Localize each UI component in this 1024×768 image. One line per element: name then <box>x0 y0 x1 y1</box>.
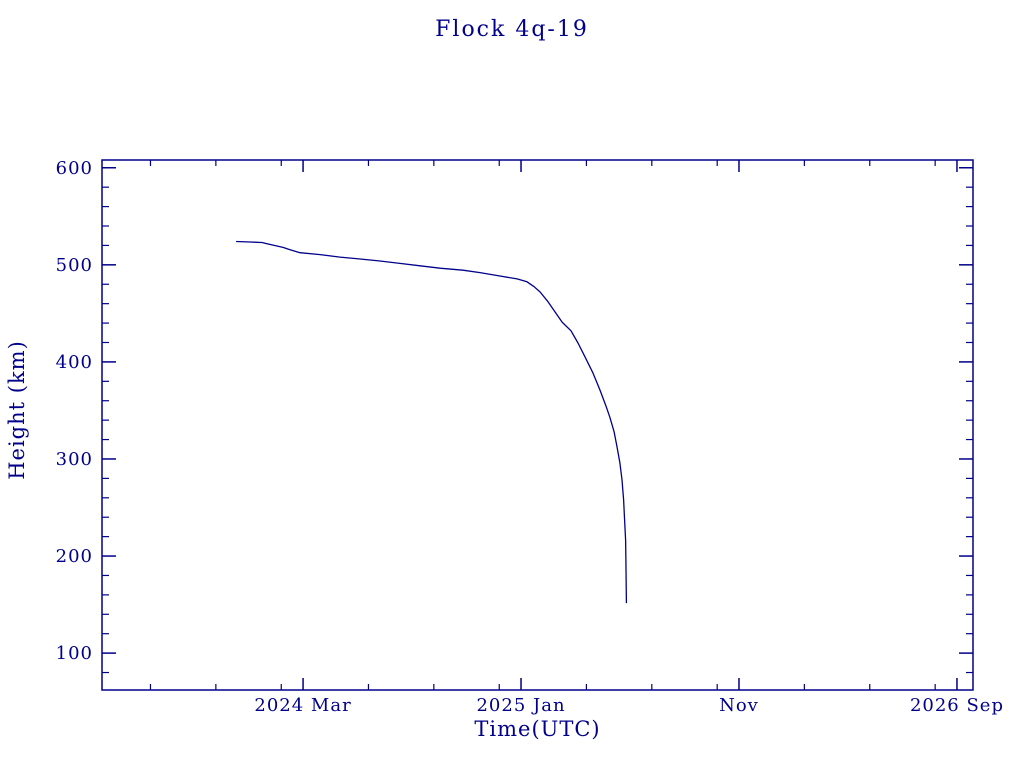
y-tick-label: 200 <box>56 546 93 567</box>
chart-title: Flock 4q-19 <box>435 17 589 42</box>
x-tick-label: Nov <box>719 695 759 716</box>
x-tick-label: 2025 Jan <box>476 695 565 716</box>
x-tick-label: 2026 Sep <box>910 695 1004 716</box>
y-axis-label: Height (km) <box>5 340 29 480</box>
y-tick-label: 500 <box>56 255 93 276</box>
y-tick-label: 600 <box>56 158 93 179</box>
plot-frame <box>101 159 974 691</box>
x-tick-label: 2024 Mar <box>254 695 351 716</box>
x-axis-label: Time(UTC) <box>474 717 601 741</box>
height-curve <box>236 240 628 604</box>
y-tick-label: 300 <box>56 449 93 470</box>
y-tick-label: 400 <box>56 352 93 373</box>
y-tick-label: 100 <box>56 643 93 664</box>
